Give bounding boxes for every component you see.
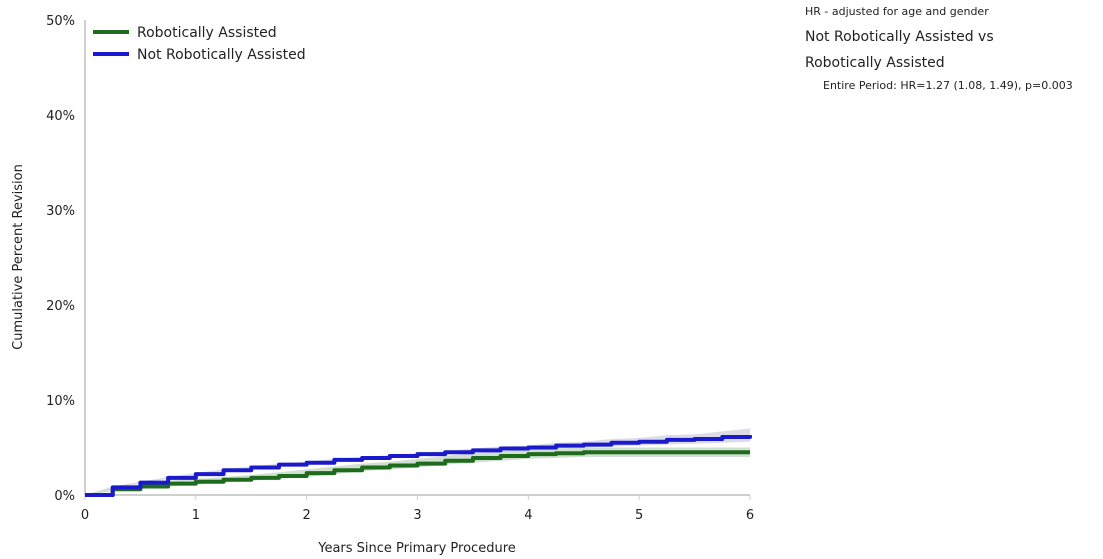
hazard-ratio-panel: HR - adjusted for age and gender Not Rob…: [805, 4, 1100, 94]
y-tick-label: 10%: [46, 394, 75, 409]
y-tick-label: 40%: [46, 109, 75, 124]
legend-label-robotic: Robotically Assisted: [137, 25, 277, 41]
x-tick-label: 0: [81, 508, 89, 523]
x-tick-label: 3: [413, 508, 421, 523]
x-tick-label: 6: [746, 508, 754, 523]
x-ticks: 0 1 2 3 4 5 6: [81, 495, 754, 523]
x-tick-label: 5: [635, 508, 643, 523]
x-axis-title: Years Since Primary Procedure: [317, 541, 516, 556]
series-lines: [85, 435, 752, 497]
legend-label-not-robotic: Not Robotically Assisted: [137, 47, 306, 63]
series-line-robotically-assisted: [85, 450, 750, 497]
y-ticks: 0% 10% 20% 30% 40% 50%: [46, 14, 75, 504]
y-tick-label: 0%: [54, 489, 75, 504]
hr-result-entire-period: Entire Period: HR=1.27 (1.08, 1.49), p=0…: [823, 79, 1073, 92]
y-tick-label: 30%: [46, 204, 75, 219]
y-axis-title: Cumulative Percent Revision: [11, 164, 26, 350]
hr-comparison-line-2: Robotically Assisted: [805, 55, 945, 71]
y-tick-label: 50%: [46, 14, 75, 29]
series-line-not-robotically-assisted: [85, 435, 752, 497]
legend: Robotically Assisted Not Robotically Ass…: [93, 25, 306, 63]
y-tick-label: 20%: [46, 299, 75, 314]
hr-comparison-line-1: Not Robotically Assisted vs: [805, 29, 994, 45]
x-tick-label: 4: [524, 508, 532, 523]
x-tick-label: 1: [192, 508, 200, 523]
x-tick-label: 2: [303, 508, 311, 523]
axes: [84, 20, 750, 496]
hr-adjustment-note: HR - adjusted for age and gender: [805, 5, 989, 18]
